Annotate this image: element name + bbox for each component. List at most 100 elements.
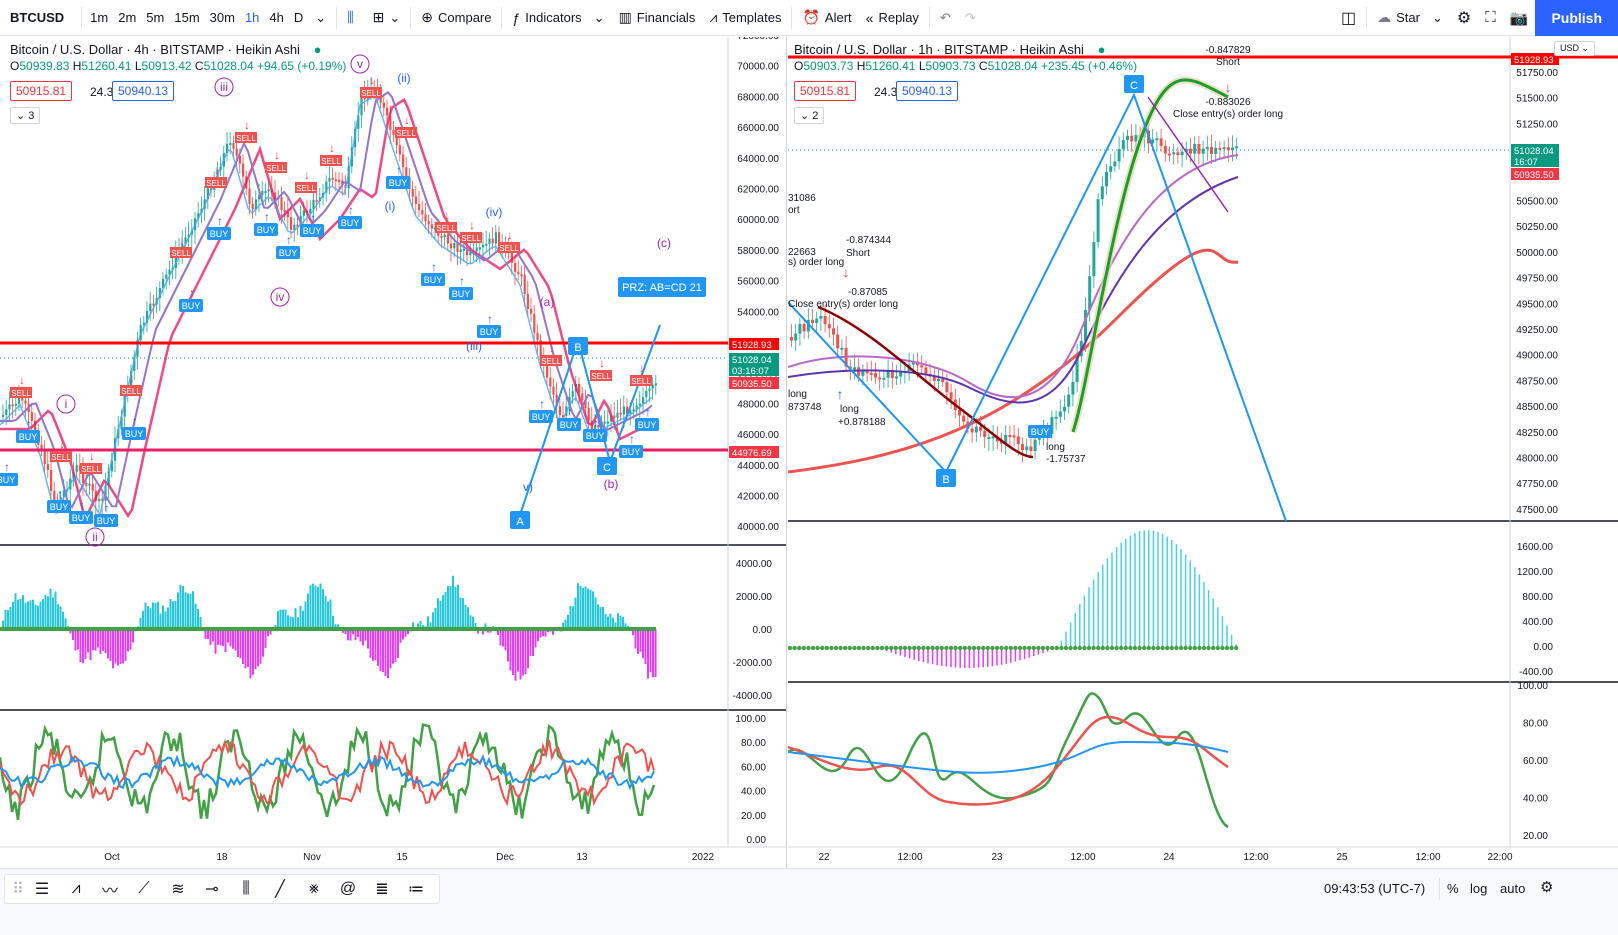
- candle-body: [101, 498, 104, 501]
- right-buy-price-box[interactable]: 50940.13: [896, 81, 959, 101]
- interval-2m[interactable]: 2m: [118, 10, 137, 25]
- settings-gear-icon[interactable]: ⚙: [1540, 879, 1554, 896]
- macd-signal-dot: [1183, 645, 1188, 651]
- left-buy-price-box[interactable]: 50940.13: [112, 81, 175, 101]
- clock-time[interactable]: 09:43:53 (UTC-7): [1324, 881, 1426, 896]
- interval-d[interactable]: D: [293, 10, 304, 25]
- macd-signal-dot: [879, 645, 885, 651]
- camera-icon[interactable]: 📷: [1509, 9, 1529, 27]
- bars-pattern-icon[interactable]: ⫼: [242, 880, 250, 897]
- candle-body: [325, 181, 328, 193]
- auto-scale-toggle[interactable]: auto: [1500, 881, 1526, 896]
- interval-5m[interactable]: 5m: [146, 10, 165, 25]
- macd-signal-dot: [1013, 645, 1018, 651]
- buy-arrow-icon: ↑: [645, 405, 651, 419]
- candle-body: [494, 232, 497, 244]
- candle-body: [133, 356, 136, 371]
- macd-bar: [129, 629, 132, 650]
- sell-marker-label: SELL: [296, 184, 316, 193]
- symbol-search[interactable]: BTCUSD: [10, 10, 65, 25]
- macd-bar: [644, 629, 647, 665]
- percent-scale-toggle[interactable]: %: [1447, 881, 1459, 896]
- templates-button[interactable]: ⩘ Templates: [709, 9, 782, 25]
- undo-icon[interactable]: ↶: [939, 9, 951, 25]
- horizontal-ray-icon[interactable]: ⊸: [205, 881, 219, 898]
- elliott-abcde-icon[interactable]: ⩘: [71, 880, 81, 897]
- interval-15m[interactable]: 15m: [174, 10, 200, 25]
- macd-bar: [517, 629, 519, 672]
- right-indicators-collapse[interactable]: ⌄ 2: [794, 107, 825, 124]
- right-sell-price-box[interactable]: 50915.81: [794, 81, 857, 101]
- left-chart-canvas[interactable]: 72000.00 70000.00 68000.00 66000.00 64000.00…: [0, 37, 787, 868]
- settings-gear-icon[interactable]: ⚙: [1456, 9, 1472, 27]
- bar-style-icon[interactable]: ⫼: [347, 9, 354, 25]
- replay-button[interactable]: «Replay: [865, 9, 919, 26]
- macd-bar: [27, 601, 29, 629]
- layout-name-dropdown[interactable]: ☁ Star ⌄: [1377, 9, 1443, 25]
- candle-body: [229, 142, 232, 145]
- publish-button[interactable]: Publish: [1535, 0, 1618, 36]
- layout-icon[interactable]: ◫: [1341, 9, 1357, 27]
- sell-arrow-icon: ↓: [1225, 79, 1232, 95]
- candle-style-icon[interactable]: ⊞ ⌄: [372, 9, 401, 25]
- candle-body: [638, 403, 641, 406]
- interval-1h[interactable]: 1h: [244, 10, 260, 25]
- drag-handle-icon[interactable]: ⠿: [12, 881, 24, 898]
- strategy-annotation: -0.847829: [1205, 45, 1250, 56]
- time-axis-label: 13: [576, 852, 588, 863]
- financials-button[interactable]: ▥ Financials: [618, 9, 696, 25]
- fx-icon: ƒ: [512, 9, 521, 26]
- candle-body: [334, 179, 337, 182]
- candle-body: [290, 217, 293, 230]
- pitchfork-icon[interactable]: ≋: [171, 881, 185, 898]
- macd-signal-dot: [1146, 645, 1151, 651]
- left-sell-price-box[interactable]: 50915.81: [10, 81, 73, 101]
- redo-icon[interactable]: ↷: [964, 9, 976, 25]
- macd-signal-dot: [1073, 645, 1078, 651]
- candle-body: [1201, 148, 1205, 154]
- macd-bar: [579, 585, 582, 629]
- macd-bar: [649, 629, 652, 673]
- price-axis-label: 51750.00: [1516, 68, 1558, 79]
- macd-bar: [247, 629, 249, 667]
- sell-marker: [205, 177, 227, 188]
- candle-body: [341, 180, 344, 186]
- indicators-button[interactable]: ƒ Indicators ⌄: [512, 9, 605, 26]
- elliott-wave-label: (iii): [466, 339, 482, 353]
- candle-body: [402, 154, 405, 168]
- drawing-tools-strip: ⠿ ☰ ⩘ 〰 ⟋ ≋ ⊸ ⫼ ╱ ⨳ @ ≣ ≔: [4, 874, 440, 904]
- short-position-icon[interactable]: ≔: [408, 881, 424, 898]
- xabcd-pattern-icon[interactable]: ⨳: [309, 880, 319, 897]
- macd-bar: [634, 629, 637, 649]
- candle-body: [14, 403, 17, 406]
- trend-line-icon[interactable]: ⟋: [138, 880, 150, 897]
- candle-body: [1121, 140, 1125, 150]
- macd-signal-dot: [1040, 645, 1046, 651]
- right-chart-canvas[interactable]: 51750.0051500.0051250.0051000.0050750.00…: [788, 37, 1618, 868]
- left-chart-pane[interactable]: 72000.00 70000.00 68000.00 66000.00 64000.00…: [0, 37, 787, 868]
- currency-selector[interactable]: USD ⌄: [1554, 41, 1596, 56]
- interval-dropdown-chevron-icon[interactable]: ⌄: [315, 9, 327, 25]
- elliott-impulse-icon[interactable]: 〰: [101, 883, 118, 900]
- candle-body: [911, 361, 915, 365]
- candle-body: [11, 404, 14, 407]
- spiral-icon[interactable]: @: [339, 880, 357, 897]
- interval-30m[interactable]: 30m: [209, 10, 235, 25]
- moving-average-line: [788, 154, 1239, 399]
- interval-4h[interactable]: 4h: [269, 10, 284, 25]
- buy-marker: [122, 427, 146, 440]
- left-indicators-collapse[interactable]: ⌄ 3: [10, 107, 41, 124]
- long-position-icon[interactable]: ≣: [375, 881, 389, 898]
- text-lines-icon[interactable]: ☰: [34, 881, 50, 898]
- macd-signal-dot: [1234, 645, 1239, 651]
- candle-body: [1092, 242, 1096, 277]
- interval-1m[interactable]: 1m: [90, 10, 109, 25]
- macd-bar: [514, 629, 517, 681]
- compare-button[interactable]: ⊕ Compare: [421, 9, 492, 25]
- macd-signal-dot: [948, 645, 954, 651]
- line-tool-icon[interactable]: ╱: [275, 881, 285, 898]
- fullscreen-icon[interactable]: ⛶: [1485, 9, 1496, 26]
- alert-button[interactable]: ⏰ Alert: [802, 9, 852, 25]
- log-scale-toggle[interactable]: log: [1470, 881, 1488, 896]
- right-chart-pane[interactable]: 51750.0051500.0051250.0051000.0050750.00…: [788, 37, 1618, 868]
